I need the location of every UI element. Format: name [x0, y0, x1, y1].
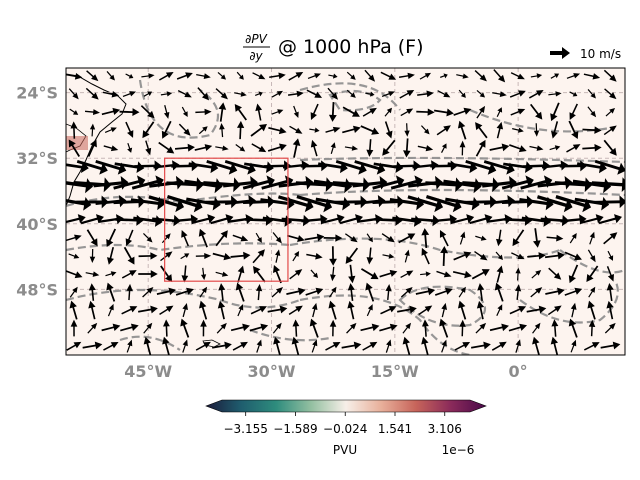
title-suffix: @ 1000 hPa (F): [278, 36, 424, 58]
quiver-key: 10 m/s: [550, 47, 621, 61]
quiver-key-label: 10 m/s: [580, 47, 621, 61]
lon-tick-2: 15°W: [371, 362, 419, 381]
colorbar-bar: [206, 400, 486, 412]
lon-tick-3: 0°: [509, 362, 528, 381]
cb-tick-label-1: −1.589: [273, 422, 317, 436]
colorbar-ticks: −3.155 −1.589 −0.024 1.541 3.106: [223, 412, 461, 436]
lat-tick-labels: 24°S 32°S 40°S 48°S: [16, 84, 58, 300]
cb-tick-label-4: 3.106: [428, 422, 462, 436]
title-numerator: ∂PV: [245, 32, 267, 46]
lon-tick-1: 30°W: [248, 362, 296, 381]
map-panel: 45°W 30°W 15°W 0° 24°S 32°S 40°S 48°S: [16, 67, 629, 381]
title-denominator: ∂y: [249, 49, 263, 63]
lat-tick-1: 32°S: [16, 149, 58, 168]
lon-tick-labels: 45°W 30°W 15°W 0°: [124, 362, 527, 381]
cb-tick-label-0: −3.155: [223, 422, 267, 436]
lat-tick-2: 40°S: [16, 215, 58, 234]
chart-title: ∂PV ∂y @ 1000 hPa (F): [243, 32, 424, 63]
colorbar: −3.155 −1.589 −0.024 1.541 3.106 PVU 1e−6: [206, 400, 486, 457]
lon-tick-0: 45°W: [124, 362, 172, 381]
quiver-key-arrow: [550, 47, 570, 59]
colorbar-label: PVU: [333, 443, 357, 457]
cb-tick-label-3: 1.541: [378, 422, 412, 436]
cb-tick-label-2: −0.024: [323, 422, 367, 436]
lat-tick-3: 48°S: [16, 280, 58, 299]
lat-tick-0: 24°S: [16, 84, 58, 103]
colorbar-exponent: 1e−6: [442, 443, 475, 457]
